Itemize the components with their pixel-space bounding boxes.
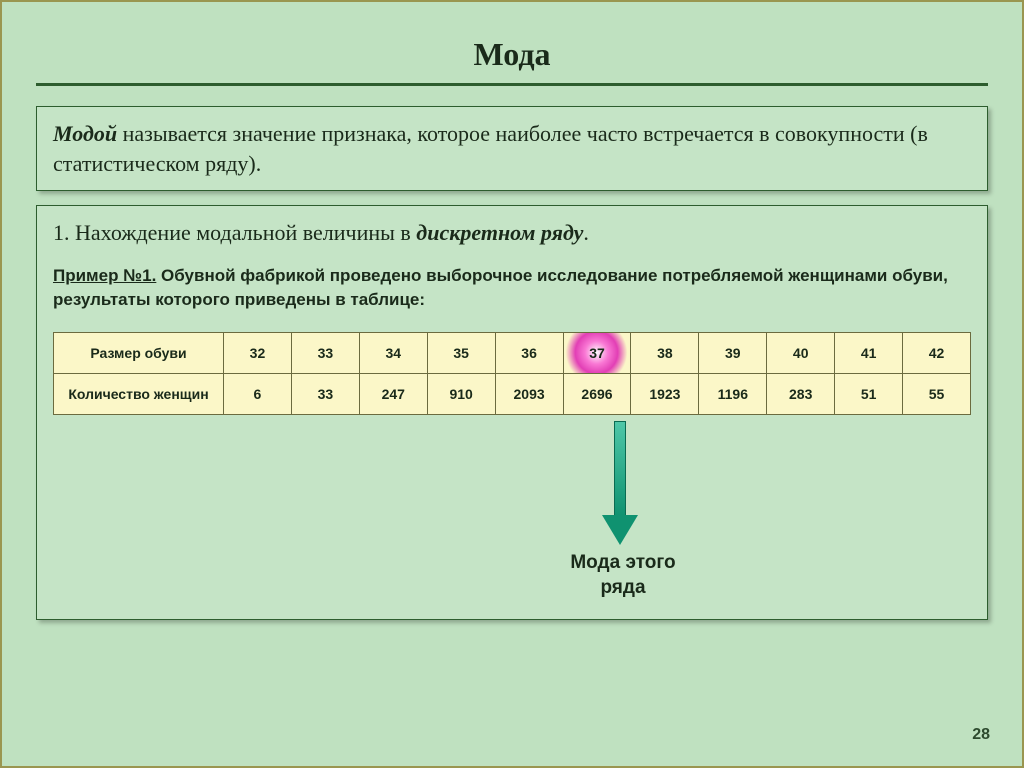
arrow-label-line2: ряда bbox=[600, 577, 645, 598]
size-cell: 39 bbox=[699, 332, 767, 373]
count-cell: 6 bbox=[224, 373, 292, 414]
count-cell: 2696 bbox=[563, 373, 631, 414]
row-label-sizes: Размер обуви bbox=[54, 332, 224, 373]
slide-title: Мода bbox=[16, 36, 1008, 73]
size-cell: 36 bbox=[495, 332, 563, 373]
table-row: Количество женщин 6332479102093269619231… bbox=[54, 373, 971, 414]
size-cell: 34 bbox=[359, 332, 427, 373]
size-cell: 33 bbox=[291, 332, 359, 373]
title-divider bbox=[36, 83, 988, 86]
size-cell: 40 bbox=[767, 332, 835, 373]
arrow-label: Мода этого ряда bbox=[543, 551, 703, 600]
count-cell: 1196 bbox=[699, 373, 767, 414]
size-cell: 37 bbox=[563, 332, 631, 373]
example-paragraph: Пример №1. Обувной фабрикой проведено вы… bbox=[53, 264, 971, 312]
count-cell: 283 bbox=[767, 373, 835, 414]
page-number: 28 bbox=[972, 726, 990, 744]
table-row: Размер обуви 3233343536373839404142 bbox=[54, 332, 971, 373]
example-text: Обувной фабрикой проведено выборочное ис… bbox=[53, 266, 948, 309]
example-label: Пример №1. bbox=[53, 266, 156, 285]
count-cell: 1923 bbox=[631, 373, 699, 414]
data-table: Размер обуви 3233343536373839404142 Коли… bbox=[53, 332, 971, 415]
section-text-before: Нахождение модальной величины в bbox=[75, 220, 416, 245]
arrow-head-icon bbox=[602, 515, 638, 545]
count-cell: 910 bbox=[427, 373, 495, 414]
section-term: дискретном ряду bbox=[416, 220, 583, 245]
size-cell: 41 bbox=[835, 332, 903, 373]
count-cell: 51 bbox=[835, 373, 903, 414]
size-cell: 35 bbox=[427, 332, 495, 373]
content-box: 1. Нахождение модальной величины в дискр… bbox=[36, 205, 988, 620]
row-label-counts: Количество женщин bbox=[54, 373, 224, 414]
section-number: 1. bbox=[53, 220, 75, 245]
size-cell: 42 bbox=[903, 332, 971, 373]
size-cell: 38 bbox=[631, 332, 699, 373]
count-cell: 55 bbox=[903, 373, 971, 414]
count-cell: 247 bbox=[359, 373, 427, 414]
arrow-shaft bbox=[614, 421, 626, 516]
count-cell: 33 bbox=[291, 373, 359, 414]
section-text-after: . bbox=[583, 220, 589, 245]
arrow-annotation: Мода этого ряда bbox=[53, 421, 971, 611]
definition-box: Модой называется значение признака, кото… bbox=[36, 106, 988, 191]
size-cell: 32 bbox=[224, 332, 292, 373]
section-heading: 1. Нахождение модальной величины в дискр… bbox=[53, 220, 971, 246]
definition-term: Модой bbox=[53, 121, 117, 146]
count-cell: 2093 bbox=[495, 373, 563, 414]
arrow-label-line1: Мода этого bbox=[570, 552, 675, 573]
definition-text: называется значение признака, которое на… bbox=[53, 121, 928, 176]
